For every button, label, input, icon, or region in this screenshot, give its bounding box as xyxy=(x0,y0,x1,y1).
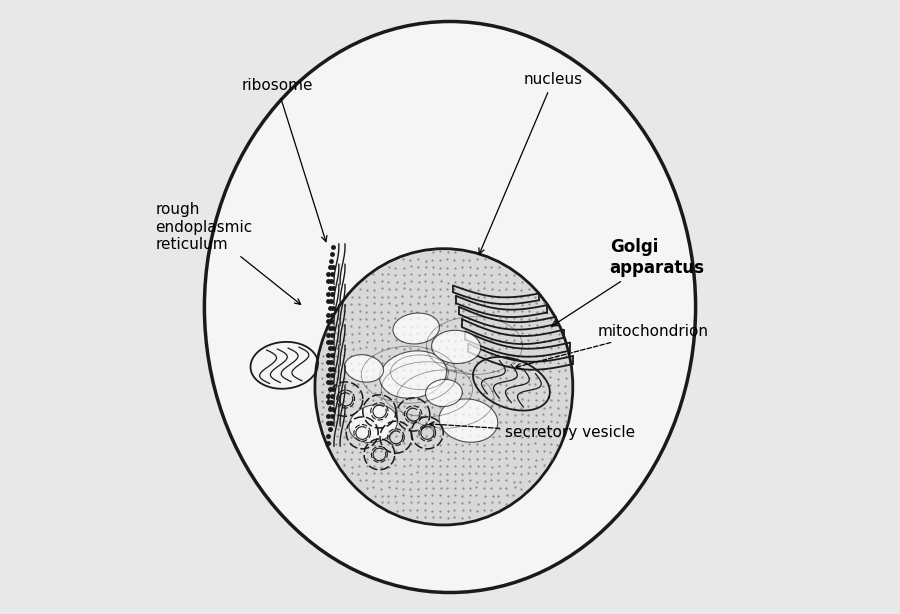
Text: rough
endoplasmic
reticulum: rough endoplasmic reticulum xyxy=(156,202,301,305)
Ellipse shape xyxy=(432,330,481,363)
Ellipse shape xyxy=(380,351,446,398)
Text: secretory vesicle: secretory vesicle xyxy=(429,421,635,440)
Ellipse shape xyxy=(439,399,498,442)
Text: Golgi
apparatus: Golgi apparatus xyxy=(552,238,705,326)
Text: mitochondrion: mitochondrion xyxy=(516,324,708,368)
Text: nucleus: nucleus xyxy=(479,72,583,254)
Text: ribosome: ribosome xyxy=(241,79,327,242)
Ellipse shape xyxy=(349,405,398,443)
Ellipse shape xyxy=(426,379,463,406)
Ellipse shape xyxy=(204,21,696,593)
Ellipse shape xyxy=(345,355,383,382)
Ellipse shape xyxy=(315,249,572,525)
Ellipse shape xyxy=(393,313,439,344)
